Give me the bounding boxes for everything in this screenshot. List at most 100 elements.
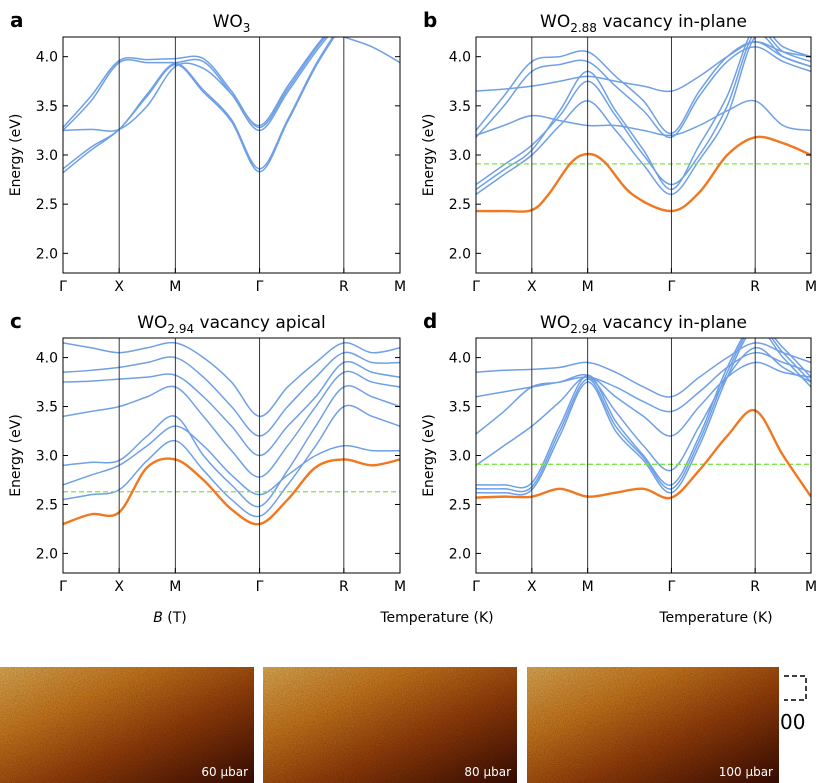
sample-image-1: 60 µbar bbox=[0, 667, 254, 783]
band-line-c-2 bbox=[63, 370, 400, 478]
xtick-label-b-5: M bbox=[805, 279, 817, 295]
bands-d bbox=[476, 338, 811, 500]
bands-c bbox=[63, 341, 400, 526]
xtick-label-c-4: R bbox=[339, 579, 349, 595]
title-sub-c: 2.94 bbox=[167, 322, 194, 336]
partial-colorbar: 00 bbox=[780, 675, 807, 734]
title-rest-b: vacancy in-plane bbox=[597, 12, 747, 32]
ytick-label-b-0: 2.0 bbox=[449, 246, 471, 262]
sample-image-3: 100 µbar bbox=[527, 667, 779, 783]
band-line-d-6 bbox=[476, 338, 811, 493]
ytick-label-c-3: 3.5 bbox=[36, 400, 58, 416]
band-line-d-5 bbox=[476, 342, 811, 398]
ytick-label-a-2: 3.0 bbox=[36, 148, 58, 164]
frame-c bbox=[62, 337, 401, 574]
xtick-label-c-5: M bbox=[394, 579, 406, 595]
panel-b: 2.0 2.5 3.0 3.5 4.0 Γ X M Γ R M Energy (eV) WO2.88 v… bbox=[421, 8, 817, 295]
band-line-b-4 bbox=[476, 46, 811, 139]
sample-image-1-label: 60 µbar bbox=[201, 765, 248, 779]
xtick-label-d-0: Γ bbox=[472, 579, 480, 595]
xtick-label-c-3: Γ bbox=[256, 579, 264, 595]
xtick-label-a-2: M bbox=[169, 279, 181, 295]
ytick-label-d-1: 2.5 bbox=[449, 497, 471, 513]
ytick-label-b-3: 3.5 bbox=[449, 99, 471, 115]
sample-image-2-label: 80 µbar bbox=[464, 765, 511, 779]
ytick-label-c-4: 4.0 bbox=[36, 351, 58, 367]
band-line-a-5 bbox=[343, 37, 400, 64]
title-sub-a: 3 bbox=[243, 21, 251, 35]
bands-a bbox=[63, 37, 400, 174]
ytick-label-b-2: 3.0 bbox=[449, 148, 471, 164]
title-d: WO2.94 vacancy in-plane bbox=[540, 313, 747, 336]
title-c: WO2.94 vacancy apical bbox=[137, 313, 326, 336]
band-line-c-4 bbox=[63, 351, 400, 437]
xtick-label-d-4: R bbox=[750, 579, 760, 595]
bands-b bbox=[476, 37, 811, 213]
ytick-label-d-2: 3.0 bbox=[449, 449, 471, 465]
panel-a: 2.0 2.5 3.0 3.5 4.0 Γ X M Γ R M Energy (eV) WO3 a bbox=[8, 8, 406, 295]
ytick-label-c-2: 3.0 bbox=[36, 449, 58, 465]
title-rest-c: vacancy apical bbox=[194, 313, 326, 333]
band-line-b-0 bbox=[476, 37, 811, 196]
band-line-a-3 bbox=[63, 37, 327, 129]
ytick-label-b-1: 2.5 bbox=[449, 197, 471, 213]
ytick-label-b-4: 4.0 bbox=[449, 50, 471, 66]
xtick-label-d-2: M bbox=[582, 579, 594, 595]
band-line-d-3 bbox=[476, 361, 811, 437]
ylabel-c: Energy (eV) bbox=[8, 414, 24, 497]
panel-letter-b: b bbox=[423, 8, 437, 32]
ytick-label-a-4: 4.0 bbox=[36, 50, 58, 66]
ylabel-d: Energy (eV) bbox=[421, 414, 437, 497]
ylabel-b: Energy (eV) bbox=[421, 114, 437, 197]
xtick-label-b-2: M bbox=[582, 279, 594, 295]
ytick-label-c-1: 2.5 bbox=[36, 497, 58, 513]
xtick-label-c-1: X bbox=[114, 579, 124, 595]
ytick-label-a-1: 2.5 bbox=[36, 197, 58, 213]
band-line-b-1 bbox=[476, 37, 811, 186]
bottom-label-1-rest: (T) bbox=[163, 610, 187, 626]
title-b: WO2.88 vacancy in-plane bbox=[540, 12, 747, 35]
band-line-a-2 bbox=[63, 37, 329, 132]
ytick-label-c-0: 2.0 bbox=[36, 546, 58, 562]
ytick-label-a-0: 2.0 bbox=[36, 246, 58, 262]
xtick-label-b-3: Γ bbox=[668, 279, 676, 295]
ytick-label-d-3: 3.5 bbox=[449, 400, 471, 416]
xtick-label-d-1: X bbox=[527, 579, 537, 595]
title-main-a: WO bbox=[213, 12, 243, 32]
band-line-b-2 bbox=[476, 99, 811, 137]
xtick-label-a-0: Γ bbox=[59, 279, 67, 295]
xtick-label-d-3: Γ bbox=[668, 579, 676, 595]
band-line-a-4 bbox=[63, 37, 325, 132]
band-line-a-1 bbox=[63, 37, 334, 170]
ytick-label-d-0: 2.0 bbox=[449, 546, 471, 562]
sample-image-3-label: 100 µbar bbox=[719, 765, 773, 779]
title-main-c: WO bbox=[137, 313, 167, 333]
xtick-label-b-0: Γ bbox=[472, 279, 480, 295]
title-main-b: WO bbox=[540, 12, 570, 32]
title-a: WO3 bbox=[213, 12, 251, 35]
ytick-label-a-3: 3.5 bbox=[36, 99, 58, 115]
panel-d: 2.0 2.5 3.0 3.5 4.0 Γ X M Γ R M Energy (eV) WO2.94 v… bbox=[421, 309, 817, 595]
bottom-label-1: B (T) bbox=[153, 610, 187, 626]
band-line-d-1 bbox=[476, 338, 811, 489]
ylabel-a: Energy (eV) bbox=[8, 114, 24, 197]
xtick-label-a-4: R bbox=[339, 279, 349, 295]
highlight-band-d bbox=[476, 409, 811, 500]
panel-letter-c: c bbox=[10, 309, 22, 333]
band-line-d-4 bbox=[476, 351, 811, 413]
highlight-band-b bbox=[476, 135, 811, 213]
panel-c: 2.0 2.5 3.0 3.5 4.0 Γ X M Γ R M Energy (eV) WO2.94 v… bbox=[8, 309, 406, 595]
partial-tick-label: 00 bbox=[780, 710, 805, 734]
xtick-label-b-1: X bbox=[527, 279, 537, 295]
frame-a bbox=[62, 36, 401, 274]
xtick-label-a-5: M bbox=[394, 279, 406, 295]
title-main-d: WO bbox=[540, 313, 570, 333]
xtick-label-a-1: X bbox=[114, 279, 124, 295]
panel-letter-d: d bbox=[423, 309, 437, 333]
title-sub-b: 2.88 bbox=[570, 21, 597, 35]
xtick-label-d-5: M bbox=[805, 579, 817, 595]
band-line-a-0 bbox=[63, 37, 336, 174]
band-line-b-5 bbox=[476, 41, 811, 135]
xtick-label-c-0: Γ bbox=[59, 579, 67, 595]
